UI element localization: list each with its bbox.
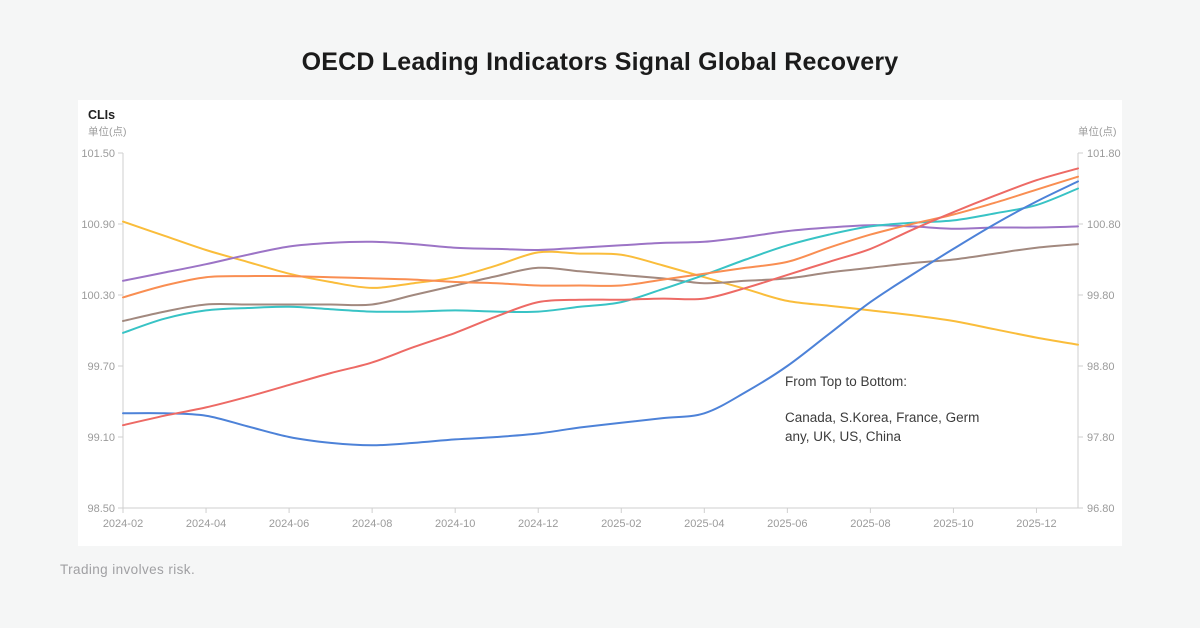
page-title: OECD Leading Indicators Signal Global Re… (301, 48, 899, 76)
right-axis-label: 96.80 (1087, 503, 1115, 515)
right-axis-label: 98.80 (1087, 361, 1115, 373)
x-axis-label: 2025-12 (1016, 518, 1056, 530)
x-axis-label: 2024-12 (518, 518, 558, 530)
x-axis-label: 2024-10 (435, 518, 475, 530)
line-france (122, 180, 1079, 447)
x-axis-label: 2024-02 (103, 518, 143, 530)
unit-label-left: 单位(点) (88, 126, 127, 138)
line-us (122, 243, 1079, 322)
line-uk (122, 224, 1079, 282)
left-axis-label: 99.10 (87, 432, 115, 444)
right-axis-label: 97.80 (1087, 432, 1115, 444)
x-axis-label: 2024-08 (352, 518, 392, 530)
right-axis-label: 101.80 (1087, 148, 1121, 160)
cli-line-chart: 101.50 100.90 100.30 99.70 99.10 98.50 101.80 1… (81, 148, 1121, 530)
left-axis-label: 98.50 (87, 503, 115, 515)
x-axis-label: 2025-06 (767, 518, 807, 530)
line-canada (122, 167, 1079, 427)
line-skorea (122, 175, 1079, 299)
right-axis-label: 99.80 (1087, 290, 1115, 302)
left-axis-label: 99.70 (87, 361, 115, 373)
left-axis-label: 101.50 (81, 148, 115, 160)
chart-label-clis: CLIs (88, 108, 116, 122)
chart-card: 101.50 100.90 100.30 99.70 99.10 98.50 101.80 1… (78, 100, 1122, 546)
x-axis-label: 2025-04 (684, 518, 724, 530)
x-axis-label: 2024-06 (269, 518, 309, 530)
x-axis-label: 2025-02 (601, 518, 641, 530)
annotation-heading: From Top to Bottom: (785, 374, 908, 389)
x-axis-label: 2024-04 (186, 518, 226, 530)
axis-lines (122, 153, 1079, 509)
left-axis-label: 100.30 (81, 290, 115, 302)
x-axis-label: 2025-10 (933, 518, 973, 530)
annotation-country-list: Canada, S.Korea, France, Germany, UK, US… (785, 409, 980, 445)
unit-label-right: 单位(点) (1078, 126, 1117, 138)
series-order-annotation: From Top to Bottom: Canada, S.Korea, Fra… (785, 372, 985, 447)
line-china (122, 220, 1079, 346)
right-axis-label: 100.80 (1087, 219, 1121, 231)
x-axis-label: 2025-08 (850, 518, 890, 530)
left-axis-label: 100.90 (81, 219, 115, 231)
disclaimer-text: Trading involves risk. (60, 562, 196, 577)
